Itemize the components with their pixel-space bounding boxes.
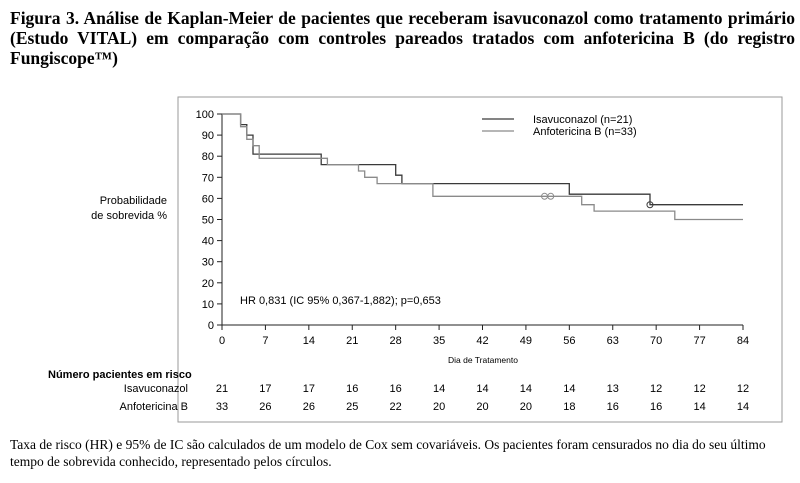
risk-row-label-anfotericina: Anfotericina B	[120, 401, 188, 413]
y-tick-label: 10	[202, 299, 214, 311]
series-line-1	[222, 113, 743, 221]
x-tick-label: 77	[693, 335, 705, 347]
risk-value-cell: 25	[346, 401, 358, 413]
legend-label-anfotericina: Anfotericina B (n=33)	[533, 126, 637, 138]
risk-value-cell: 21	[216, 383, 228, 395]
legend-label-isavuconazol: Isavuconazol (n=21)	[533, 114, 632, 126]
risk-value-cell: 16	[346, 383, 358, 395]
y-tick-label: 70	[202, 172, 214, 184]
x-tick-label: 70	[650, 335, 662, 347]
risk-row-label-isavuconazol: Isavuconazol	[124, 383, 188, 395]
risk-table-title: Número pacientes em risco	[48, 369, 192, 381]
risk-value-cell: 22	[390, 401, 402, 413]
risk-table-values: 21 17 17 16 16 14 14 14 14 13 12 12 12 33 26 26 25 22 20 20…	[216, 383, 749, 413]
risk-value-cell: 12	[650, 383, 662, 395]
risk-value-cell: 14	[563, 383, 575, 395]
risk-value-cell: 12	[693, 383, 705, 395]
figure-caption: Figura 3. Análise de Kaplan-Meier de pac…	[10, 8, 795, 68]
y-tick-label: 40	[202, 236, 214, 248]
risk-value-cell: 20	[476, 401, 488, 413]
risk-value-cell: 14	[433, 383, 445, 395]
y-tick-label: 50	[202, 215, 214, 227]
x-tick-label: 21	[346, 335, 358, 347]
risk-value-cell: 16	[390, 383, 402, 395]
x-tick-label: 0	[219, 335, 225, 347]
y-tick-label: 30	[202, 257, 214, 269]
hr-annotation: HR 0,831 (IC 95% 0,367-1,882); p=0,653	[240, 295, 441, 307]
risk-value-cell: 12	[737, 383, 749, 395]
risk-value-cell: 26	[259, 401, 271, 413]
risk-value-cell: 14	[476, 383, 488, 395]
series-line-0	[222, 113, 743, 206]
y-tick-label: 0	[208, 320, 214, 332]
risk-value-cell: 14	[693, 401, 705, 413]
x-axis-label: Dia de Tratamento	[448, 355, 518, 365]
chart-frame	[177, 96, 783, 423]
risk-value-cell: 26	[303, 401, 315, 413]
series-layer	[222, 113, 743, 221]
footnote: Taxa de risco (HR) e 95% de IC são calcu…	[10, 437, 766, 469]
y-tick-label: 60	[202, 193, 214, 205]
y-tick-label: 90	[202, 130, 214, 142]
risk-value-cell: 17	[259, 383, 271, 395]
y-tick-label: 20	[202, 278, 214, 290]
risk-value-cell: 16	[607, 401, 619, 413]
risk-value-cell: 16	[650, 401, 662, 413]
risk-value-cell: 33	[216, 401, 228, 413]
risk-value-cell: 13	[607, 383, 619, 395]
y-axis-label-line2: de sobrevida %	[91, 210, 167, 222]
x-tick-label: 42	[476, 335, 488, 347]
x-tick-label: 56	[563, 335, 575, 347]
x-tick-label: 84	[737, 335, 749, 347]
x-tick-label: 7	[262, 335, 268, 347]
x-tick-label: 14	[303, 335, 315, 347]
axes: 0 10 20 30 40 50 60 70 80 90 100 0 7 14 21 28 35 42 49 56 63…	[196, 109, 749, 347]
legend: Isavuconazol (n=21) Anfotericina B (n=33…	[482, 114, 637, 138]
censor-marker	[547, 192, 555, 200]
risk-value-cell: 14	[737, 401, 749, 413]
y-axis-label-line1: Probabilidade	[100, 195, 167, 207]
x-tick-label: 49	[520, 335, 532, 347]
risk-value-cell: 20	[433, 401, 445, 413]
y-tick-label: 100	[196, 109, 214, 121]
x-tick-label: 35	[433, 335, 445, 347]
risk-value-cell: 18	[563, 401, 575, 413]
x-tick-label: 63	[607, 335, 619, 347]
risk-value-cell: 17	[303, 383, 315, 395]
risk-value-cell: 20	[520, 401, 532, 413]
y-tick-label: 80	[202, 151, 214, 163]
censor-marker	[646, 201, 654, 209]
risk-value-cell: 14	[520, 383, 532, 395]
x-tick-label: 28	[390, 335, 402, 347]
